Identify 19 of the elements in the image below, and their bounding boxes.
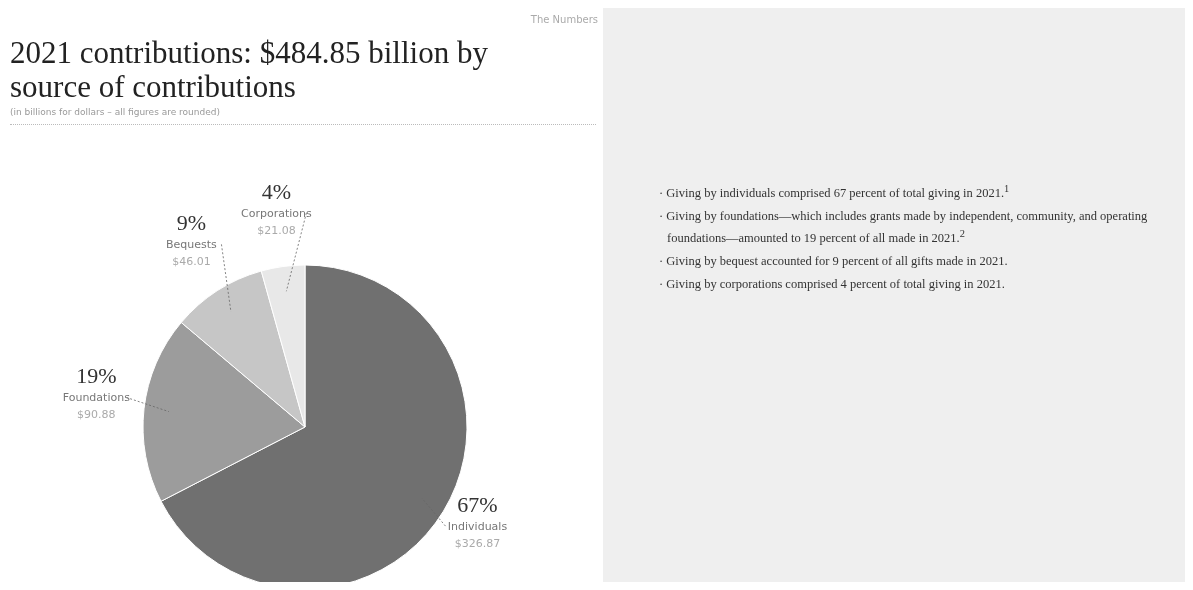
slice-label: Corporations (241, 206, 313, 220)
data-label: $46.01 (172, 255, 211, 269)
data-label: $326.87 (454, 537, 501, 551)
text: · Giving by bequest accounted for 9 percent of all gifts made in 2021. (659, 254, 1008, 269)
text: 9% (176, 210, 207, 236)
text: 67% (457, 492, 498, 518)
slice-label: Foundations (62, 391, 131, 405)
data-label: $21.08 (257, 223, 296, 237)
slice-label: Individuals (447, 520, 508, 534)
text: 19% (76, 363, 117, 389)
data-label: $90.88 (77, 408, 116, 422)
text: The Numbers (530, 14, 598, 25)
text: · Giving by individuals comprised 67 percent of total giving in 2021.$^{1}$ (659, 183, 1010, 201)
text: · Giving by foundations—which includes grants made by independent, community, and operating foundations—amounted to 19 percent of all made in 2021.$^{2}$ (659, 209, 1148, 246)
chart-title: 2021 contributions: $484.85 billion by source of contributions (10, 35, 489, 104)
text: 4% (261, 178, 292, 204)
text: · Giving by corporations comprised 4 percent of total giving in 2021. (659, 277, 1005, 292)
slice-label: Bequests (166, 238, 218, 252)
chart-subtitle: (in billions for dollars – all figures are rounded) (10, 107, 220, 117)
